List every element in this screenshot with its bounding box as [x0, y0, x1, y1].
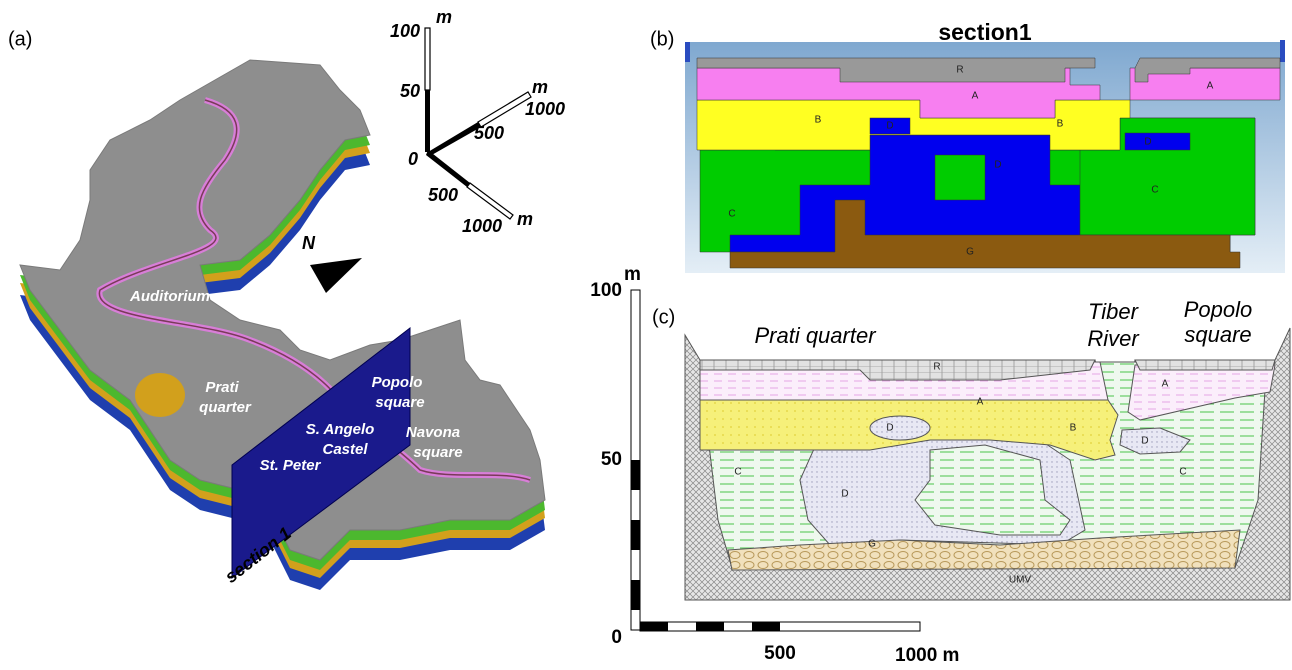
axis-unit: m	[436, 7, 452, 27]
layer-label: A	[1162, 379, 1169, 390]
panel-label: (c)	[652, 306, 675, 328]
layer-label: G	[868, 539, 876, 550]
layer-label: D	[1141, 436, 1148, 447]
axis-unit: m	[517, 209, 533, 229]
place-label: square	[375, 394, 424, 411]
layer-label: A	[1207, 81, 1214, 92]
place-label: Popolo	[1184, 297, 1253, 322]
place-label: Popolo	[372, 374, 423, 391]
layer-label: A	[977, 397, 984, 408]
scale-tick: 50	[601, 449, 622, 470]
place-label: River	[1087, 326, 1140, 351]
layer-label: D	[1144, 137, 1151, 148]
layer-label: D	[994, 160, 1001, 171]
place-label: quarter	[199, 399, 252, 416]
place-label: square	[413, 444, 462, 461]
scale-tick: 100	[590, 280, 622, 301]
layer-label: D	[841, 489, 848, 500]
layer-label: R	[956, 65, 963, 76]
section-title: section1	[938, 19, 1032, 45]
place-label: Castel	[322, 441, 368, 458]
axis-tick: 500	[428, 185, 458, 205]
scale-tick: 1000 m	[895, 645, 959, 666]
city-model	[19, 59, 546, 590]
scale-tick: 0	[611, 627, 622, 648]
layer-label: R	[933, 362, 940, 373]
place-label: S. Angelo	[306, 421, 375, 438]
scale-bar: 100 m 50 0 500 1000 m	[590, 264, 959, 666]
layer-label: G	[966, 247, 974, 258]
axis-tick: 100	[390, 21, 420, 41]
layer-label: UMV	[1009, 575, 1032, 586]
place-label: Navona	[406, 424, 460, 441]
layer-label: C	[1179, 467, 1186, 478]
axis-tick: 1000	[462, 216, 502, 236]
axis-tick: 1000	[525, 99, 565, 119]
panel-label: (b)	[650, 28, 674, 50]
axes-3d: 0 50 100 m 500 1000 m 500 1000 m	[390, 7, 565, 236]
layer-label: D	[886, 121, 893, 132]
scale-unit: m	[624, 264, 641, 285]
layer-label: C	[1151, 185, 1158, 196]
layer-label: B	[1070, 423, 1077, 434]
layer-label: C	[734, 467, 741, 478]
section-plane	[231, 326, 411, 579]
layer-label: D	[886, 423, 893, 434]
place-label: Prati quarter	[754, 323, 877, 348]
axis-tick: 50	[400, 81, 420, 101]
place-label: Tiber	[1088, 299, 1140, 324]
place-label: St. Peter	[260, 457, 322, 474]
axis-tick: 500	[474, 123, 504, 143]
axis-unit: m	[532, 77, 548, 97]
layer-label: B	[815, 115, 822, 126]
panel-label: (a)	[8, 28, 32, 50]
panel-c: (c) R A A D B D C C D G UMV Prati quarte…	[590, 264, 1291, 666]
layer-label: A	[972, 91, 979, 102]
axis-origin: 0	[408, 149, 418, 169]
scale-tick: 500	[764, 643, 796, 664]
place-label: square	[1184, 322, 1251, 347]
layer-label: B	[1057, 119, 1064, 130]
panel-b: (b) section1 R A A B B D D D C C G	[650, 19, 1285, 273]
north-label: N	[302, 233, 316, 253]
layer-label: C	[728, 209, 735, 220]
place-label: Auditorium	[129, 288, 210, 305]
place-label: Prati	[205, 379, 239, 396]
north-arrow	[310, 258, 362, 293]
panel-a: (a) section 1 Auditorium Prati quarter P…	[8, 7, 565, 590]
